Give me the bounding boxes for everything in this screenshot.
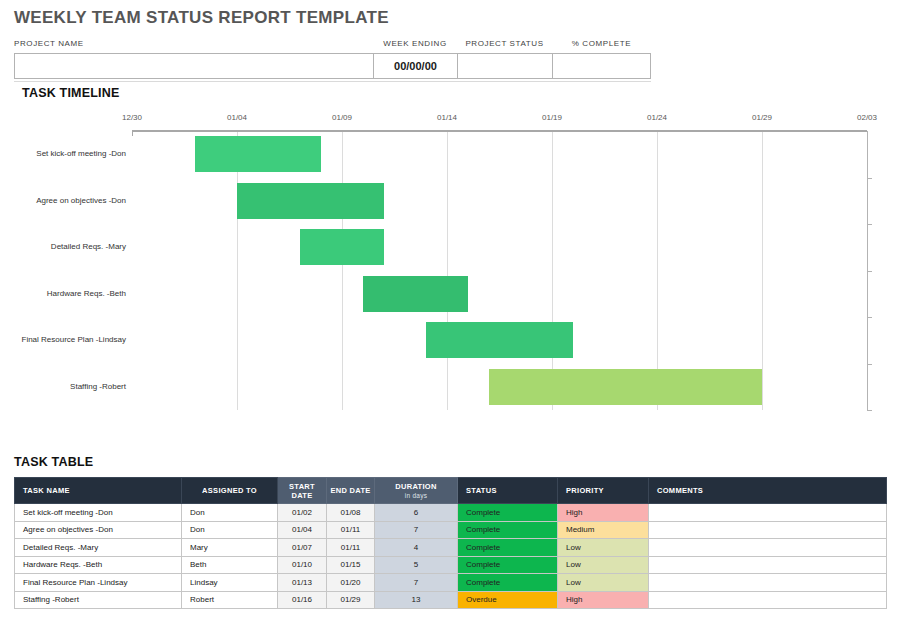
cell-assigned-to[interactable]: Don bbox=[182, 521, 278, 539]
cell-start-date[interactable]: 01/04 bbox=[278, 521, 327, 539]
cell-duration[interactable]: 7 bbox=[375, 574, 458, 592]
cell-end-date[interactable]: 01/11 bbox=[327, 539, 375, 557]
gantt-bar bbox=[237, 183, 384, 219]
gantt-row-label: Hardware Reqs. -Beth bbox=[0, 289, 126, 298]
gridline bbox=[342, 131, 343, 410]
col-header-assigned-to: ASSIGNED TO bbox=[182, 478, 278, 504]
cell-start-date[interactable]: 01/10 bbox=[278, 556, 327, 574]
gantt-bar bbox=[426, 322, 573, 358]
cell-status[interactable]: Complete bbox=[458, 556, 558, 574]
cell-assigned-to[interactable]: Don bbox=[182, 504, 278, 522]
timeline-axis bbox=[132, 130, 867, 132]
cell-comments[interactable] bbox=[649, 574, 887, 592]
cell-start-date[interactable]: 01/07 bbox=[278, 539, 327, 557]
cell-comments[interactable] bbox=[649, 556, 887, 574]
col-header-duration-sub: in days bbox=[375, 492, 457, 499]
cell-comments[interactable] bbox=[649, 591, 887, 609]
gantt-bar bbox=[195, 136, 321, 172]
cell-start-date[interactable]: 01/02 bbox=[278, 504, 327, 522]
col-header-status: STATUS bbox=[458, 478, 558, 504]
cell-priority[interactable]: Low bbox=[558, 556, 649, 574]
right-axis-tick bbox=[867, 271, 872, 272]
col-header-start-date: START DATE bbox=[278, 478, 327, 504]
cell-duration[interactable]: 5 bbox=[375, 556, 458, 574]
cell-priority[interactable]: High bbox=[558, 504, 649, 522]
cell-assigned-to[interactable]: Lindsay bbox=[182, 574, 278, 592]
col-header-duration: DURATIONin days bbox=[375, 478, 458, 504]
right-axis-tick bbox=[867, 178, 872, 179]
cell-priority[interactable]: Low bbox=[558, 539, 649, 557]
axis-tick-mark bbox=[132, 132, 133, 136]
cell-end-date[interactable]: 01/11 bbox=[327, 521, 375, 539]
col-header-task-name: TASK NAME bbox=[15, 478, 182, 504]
right-axis-tick bbox=[867, 224, 872, 225]
cell-end-date[interactable]: 01/15 bbox=[327, 556, 375, 574]
gantt-bar bbox=[363, 276, 468, 312]
gridline bbox=[447, 131, 448, 410]
task-timeline-chart: 12/30 01/04 01/09 01/14 01/19 01/24 01/29 02/03… bbox=[0, 0, 900, 440]
cell-comments[interactable] bbox=[649, 521, 887, 539]
cell-end-date[interactable]: 01/29 bbox=[327, 591, 375, 609]
axis-tick-label: 01/04 bbox=[217, 113, 257, 122]
task-table: TASK NAMEASSIGNED TOSTART DATEEND DATEDU… bbox=[14, 477, 887, 609]
axis-tick-label: 01/19 bbox=[532, 113, 572, 122]
cell-duration[interactable]: 13 bbox=[375, 591, 458, 609]
table-row: Final Resource Plan -LindsayLindsay01/13… bbox=[15, 574, 887, 592]
cell-duration[interactable]: 6 bbox=[375, 504, 458, 522]
gantt-bar bbox=[489, 369, 762, 405]
axis-tick-label: 01/14 bbox=[427, 113, 467, 122]
cell-priority[interactable]: Low bbox=[558, 574, 649, 592]
axis-tick-label: 02/03 bbox=[847, 113, 887, 122]
cell-task-name[interactable]: Set kick-off meeting -Don bbox=[15, 504, 182, 522]
axis-tick-label: 01/09 bbox=[322, 113, 362, 122]
gantt-row-label: Staffing -Robert bbox=[0, 382, 126, 391]
cell-comments[interactable] bbox=[649, 539, 887, 557]
table-row: Agree on objectives -DonDon01/0401/117Co… bbox=[15, 521, 887, 539]
cell-status[interactable]: Complete bbox=[458, 574, 558, 592]
table-row: Staffing -RobertRobert01/1601/2913Overdu… bbox=[15, 591, 887, 609]
col-header-comments: COMMENTS bbox=[649, 478, 887, 504]
cell-start-date[interactable]: 01/13 bbox=[278, 574, 327, 592]
axis-tick-label: 01/29 bbox=[742, 113, 782, 122]
gridline bbox=[237, 131, 238, 410]
col-header-priority: PRIORITY bbox=[558, 478, 649, 504]
gantt-bar bbox=[300, 229, 384, 265]
right-axis-tick bbox=[867, 364, 872, 365]
gantt-row-label: Detailed Reqs. -Mary bbox=[0, 242, 126, 251]
table-heading: TASK TABLE bbox=[14, 455, 93, 469]
cell-assigned-to[interactable]: Robert bbox=[182, 591, 278, 609]
axis-tick-label: 01/24 bbox=[637, 113, 677, 122]
cell-task-name[interactable]: Staffing -Robert bbox=[15, 591, 182, 609]
cell-priority[interactable]: High bbox=[558, 591, 649, 609]
cell-end-date[interactable]: 01/20 bbox=[327, 574, 375, 592]
right-axis-tick bbox=[867, 317, 872, 318]
table-row: Set kick-off meeting -DonDon01/0201/086C… bbox=[15, 504, 887, 522]
cell-assigned-to[interactable]: Beth bbox=[182, 556, 278, 574]
table-row: Hardware Reqs. -BethBeth01/1001/155Compl… bbox=[15, 556, 887, 574]
cell-duration[interactable]: 7 bbox=[375, 521, 458, 539]
cell-task-name[interactable]: Detailed Reqs. -Mary bbox=[15, 539, 182, 557]
cell-comments[interactable] bbox=[649, 504, 887, 522]
col-header-end-date: END DATE bbox=[327, 478, 375, 504]
gantt-row-label: Final Resource Plan -Lindsay bbox=[0, 335, 126, 344]
cell-task-name[interactable]: Agree on objectives -Don bbox=[15, 521, 182, 539]
cell-status[interactable]: Complete bbox=[458, 521, 558, 539]
table-row: Detailed Reqs. -MaryMary01/0701/114Compl… bbox=[15, 539, 887, 557]
gridline bbox=[762, 131, 763, 410]
cell-status[interactable]: Complete bbox=[458, 504, 558, 522]
cell-start-date[interactable]: 01/16 bbox=[278, 591, 327, 609]
cell-end-date[interactable]: 01/08 bbox=[327, 504, 375, 522]
report-page: WEEKLY TEAM STATUS REPORT TEMPLATE PROJE… bbox=[0, 0, 900, 624]
axis-tick-label: 12/30 bbox=[112, 113, 152, 122]
cell-task-name[interactable]: Final Resource Plan -Lindsay bbox=[15, 574, 182, 592]
cell-task-name[interactable]: Hardware Reqs. -Beth bbox=[15, 556, 182, 574]
cell-assigned-to[interactable]: Mary bbox=[182, 539, 278, 557]
gantt-row-label: Agree on objectives -Don bbox=[0, 196, 126, 205]
cell-status[interactable]: Overdue bbox=[458, 591, 558, 609]
cell-duration[interactable]: 4 bbox=[375, 539, 458, 557]
cell-priority[interactable]: Medium bbox=[558, 521, 649, 539]
cell-status[interactable]: Complete bbox=[458, 539, 558, 557]
gantt-row-label: Set kick-off meeting -Don bbox=[0, 149, 126, 158]
right-axis-tick bbox=[867, 410, 872, 411]
